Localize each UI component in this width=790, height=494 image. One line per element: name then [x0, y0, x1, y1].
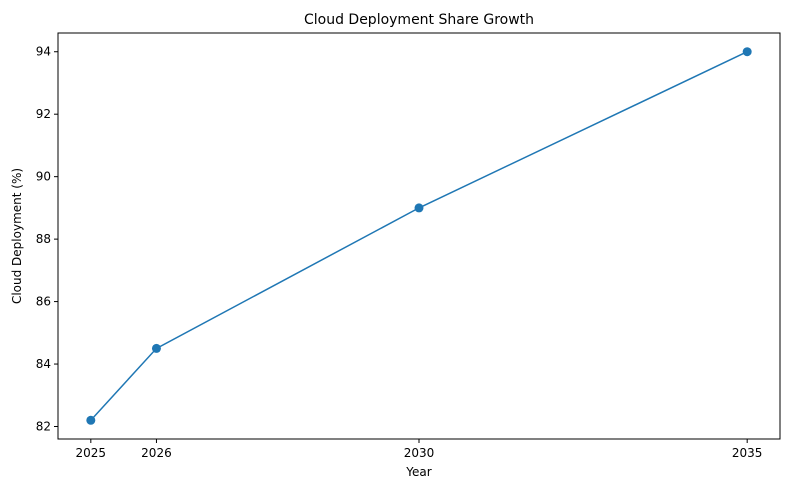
- y-axis: 82 84 86 88 90 92 94: [36, 45, 58, 434]
- series-line: [90, 51, 748, 421]
- x-tick-label: 2030: [404, 446, 435, 460]
- x-axis-label: Year: [405, 465, 431, 479]
- x-tick-label: 2035: [732, 446, 763, 460]
- data-point-marker: [742, 47, 752, 57]
- y-tick-label: 84: [36, 357, 51, 371]
- plot-area: [57, 32, 781, 440]
- x-tick-label: 2025: [76, 446, 107, 460]
- x-tick-label: 2026: [141, 446, 172, 460]
- chart-title: Cloud Deployment Share Growth: [304, 12, 534, 28]
- data-point-marker: [86, 415, 96, 425]
- y-tick-label: 92: [36, 107, 51, 121]
- data-point-marker: [151, 343, 161, 353]
- y-tick-label: 86: [36, 295, 51, 309]
- y-axis-label: Cloud Deployment (%): [10, 168, 24, 304]
- y-tick-label: 82: [36, 420, 51, 434]
- y-tick-label: 90: [36, 170, 51, 184]
- y-tick-label: 88: [36, 232, 51, 246]
- data-series: [86, 47, 752, 425]
- data-point-marker: [414, 203, 424, 213]
- y-tick-label: 94: [36, 45, 51, 59]
- x-axis: 2025 2026 2030 2035: [76, 439, 763, 460]
